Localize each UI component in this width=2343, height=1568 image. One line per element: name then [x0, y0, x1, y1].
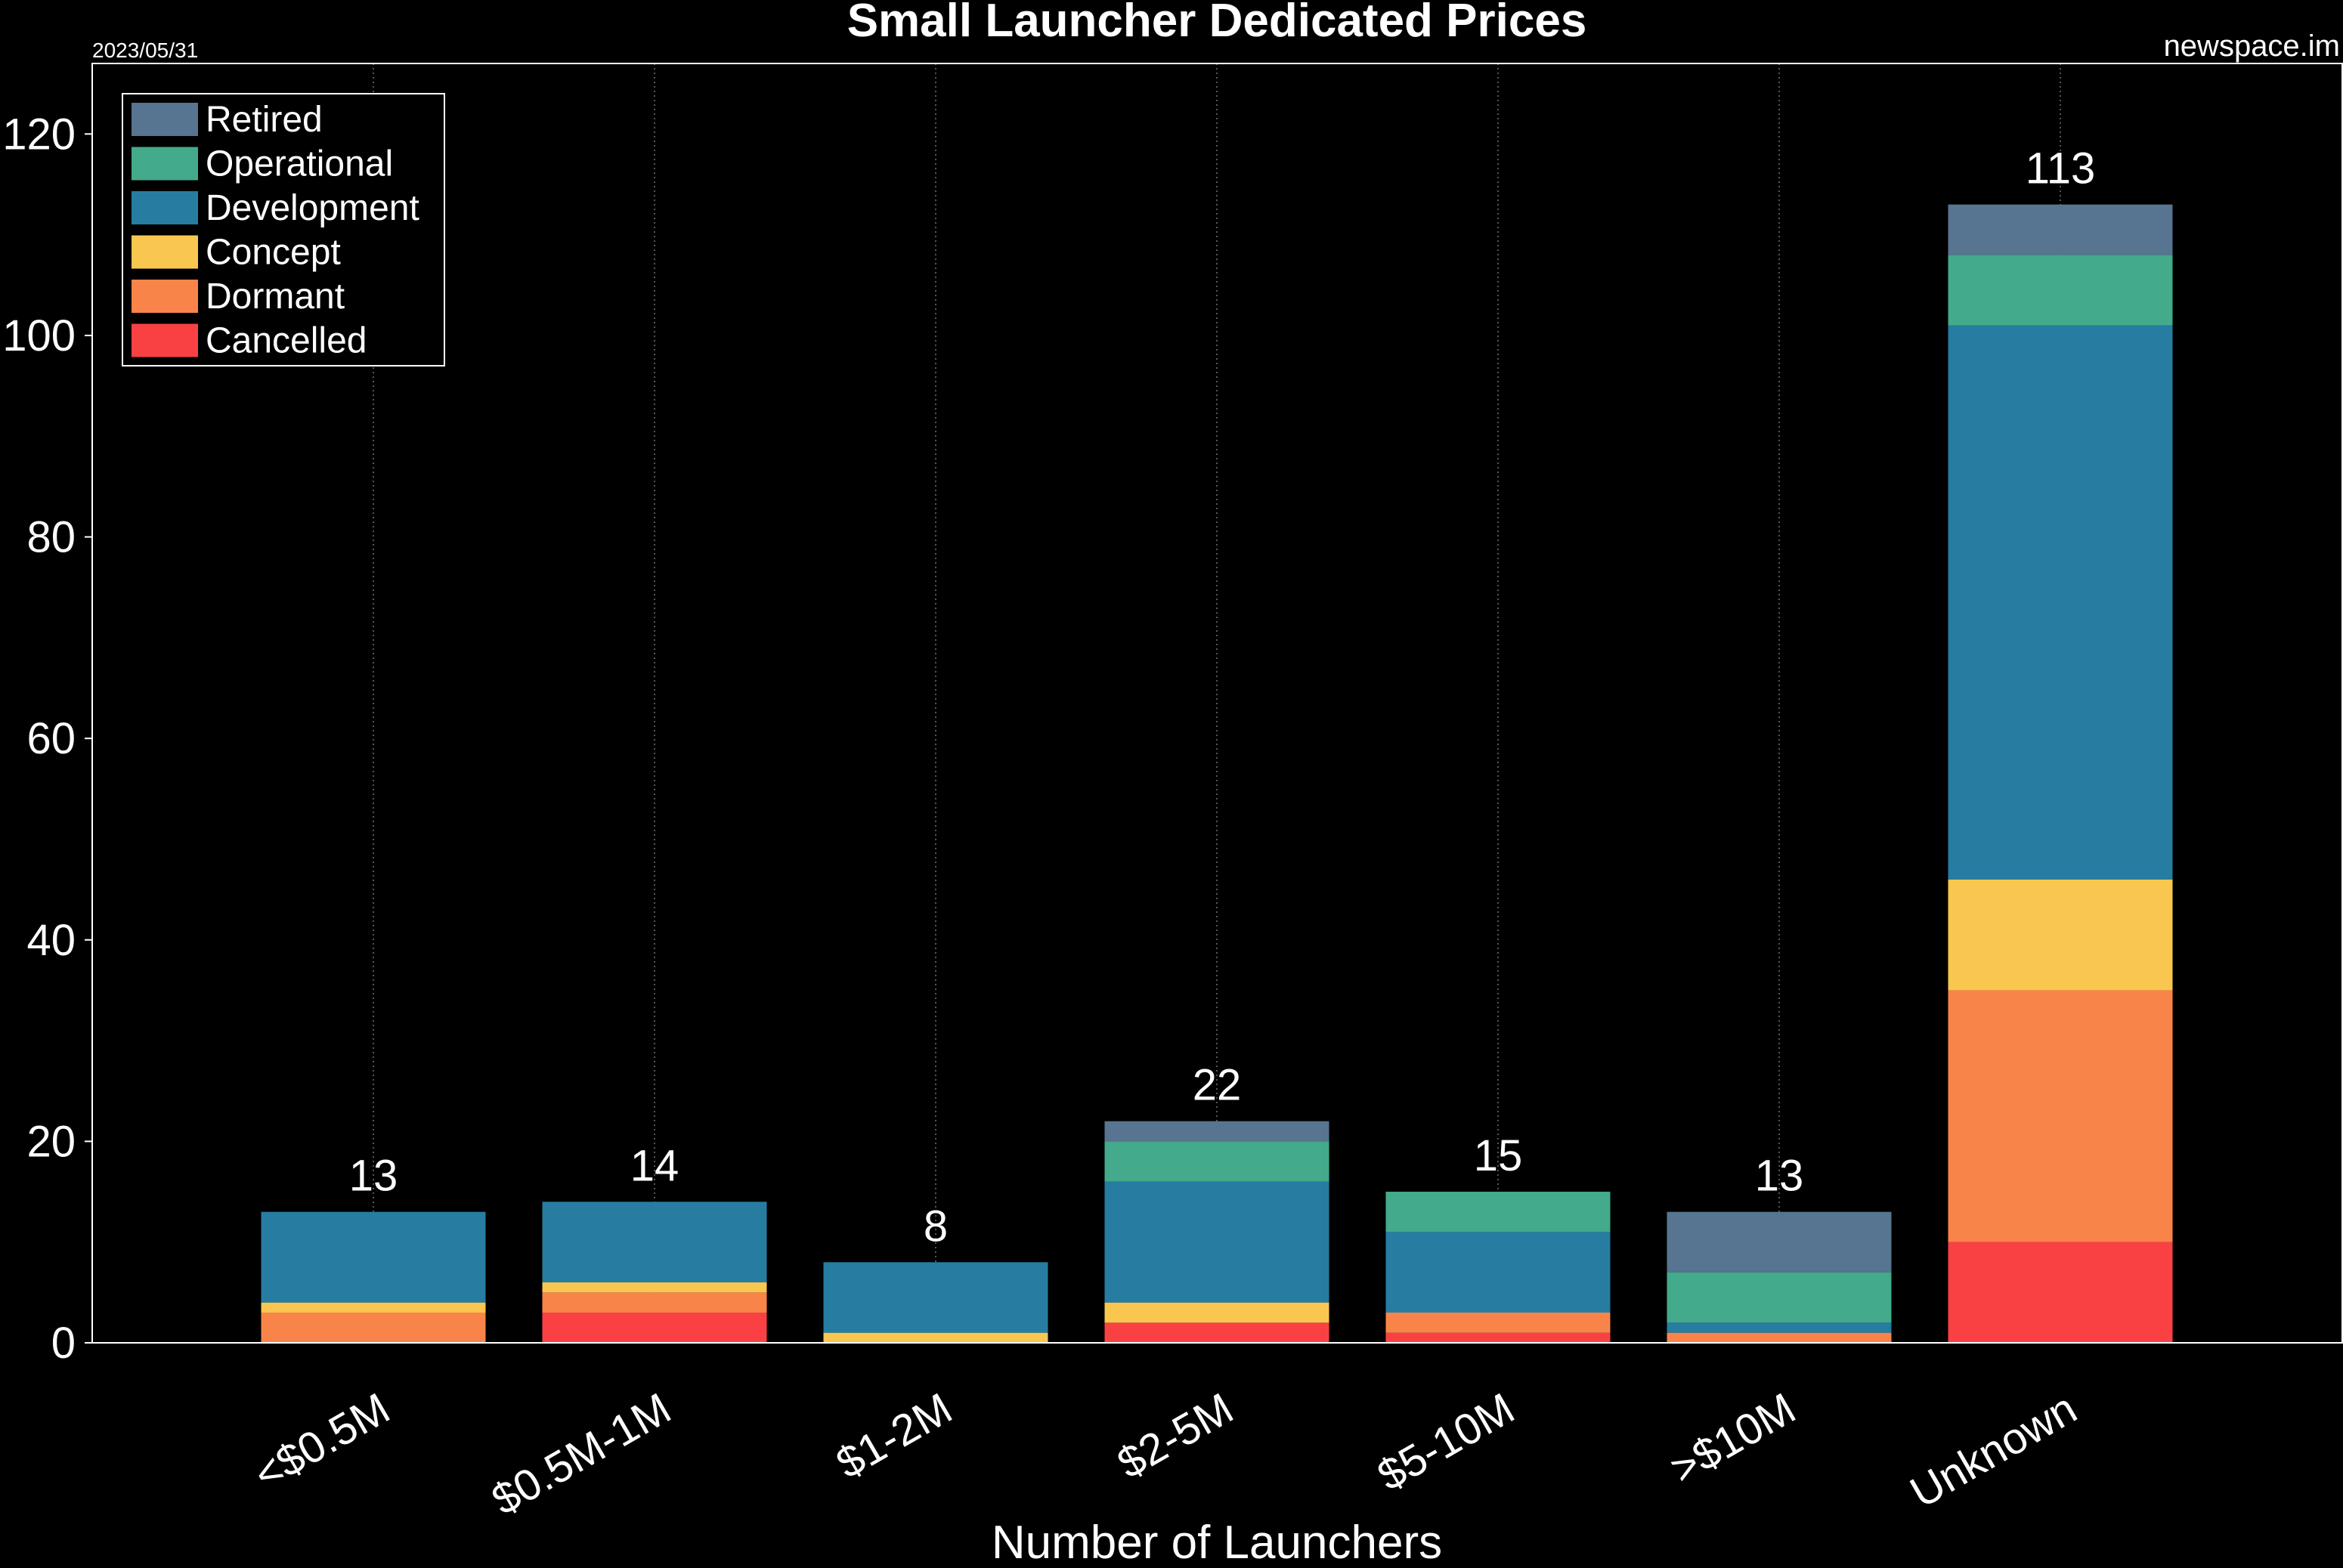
legend-label: Operational	[206, 144, 393, 184]
bar-segment-dormant	[261, 1313, 486, 1343]
legend-swatch	[132, 103, 198, 136]
bar-segment-operational	[1104, 1141, 1329, 1182]
bar-segment-concept	[1104, 1302, 1329, 1323]
bar-segment-development	[1104, 1181, 1329, 1303]
total-label: 113	[2026, 144, 2095, 193]
y-tick-label: 40	[26, 916, 76, 965]
legend-swatch	[132, 323, 198, 357]
bar-segment-operational	[1948, 255, 2173, 326]
y-tick-label: 80	[26, 513, 76, 562]
bar-segment-dormant	[542, 1292, 767, 1313]
bar-segment-development	[1667, 1322, 1892, 1333]
legend-label: Cancelled	[206, 321, 367, 361]
legend-label: Retired	[206, 100, 323, 140]
total-label: 15	[1474, 1131, 1523, 1180]
bar-segment-retired	[1104, 1121, 1329, 1142]
legend-swatch	[132, 280, 198, 313]
bar-segment-development	[1385, 1232, 1611, 1313]
bar-segment-dormant	[1385, 1313, 1611, 1333]
bar-segment-cancelled	[1104, 1322, 1329, 1343]
plot-frame	[91, 63, 2343, 1344]
bars-layer	[261, 204, 2173, 1343]
legend-frame	[122, 93, 445, 366]
bar-segment-retired	[1948, 204, 2173, 255]
legend-swatch	[132, 191, 198, 224]
labels-layer: 13 14 8 22 15 13 113	[349, 144, 2095, 1251]
bar-segment-concept	[261, 1302, 486, 1313]
bar-segment-cancelled	[1948, 1242, 2173, 1343]
legend-label: Development	[206, 188, 419, 228]
bar-segment-development	[823, 1262, 1048, 1333]
y-tick-label: 120	[2, 110, 76, 159]
bar-segment-concept	[1948, 879, 2173, 991]
bar-segment-operational	[1385, 1192, 1611, 1232]
y-tick-label: 100	[2, 311, 76, 360]
y-tick-label: 0	[51, 1319, 76, 1368]
y-tick-label: 60	[26, 714, 76, 763]
legend-swatch	[132, 235, 198, 269]
bar-segment-development	[1948, 325, 2173, 880]
legend-label: Dormant	[206, 277, 345, 317]
chart-title: Small Launcher Dedicated Prices	[847, 0, 1587, 47]
bar-segment-retired	[1667, 1211, 1892, 1273]
total-label: 22	[1193, 1061, 1242, 1110]
bar-segment-development	[542, 1202, 767, 1283]
date-stamp: 2023/05/31	[92, 39, 198, 62]
x-axis-label: Number of Launchers	[992, 1517, 1442, 1564]
total-label: 8	[924, 1202, 948, 1251]
bar-segment-dormant	[1948, 990, 2173, 1242]
source-label: newspace.im	[2164, 29, 2340, 63]
bar-segment-cancelled	[542, 1313, 767, 1343]
total-label: 13	[349, 1152, 398, 1201]
bar-segment-concept	[823, 1332, 1048, 1343]
bar-segment-concept	[542, 1282, 767, 1293]
bar-segment-development	[261, 1211, 486, 1303]
legend-label: Concept	[206, 233, 341, 273]
bar-segment-dormant	[1667, 1332, 1892, 1343]
bar-segment-operational	[1667, 1272, 1892, 1323]
legend-swatch	[132, 147, 198, 181]
bar-segment-cancelled	[1385, 1332, 1611, 1343]
total-label: 13	[1755, 1152, 1804, 1201]
total-label: 14	[630, 1141, 679, 1190]
y-tick-label: 20	[26, 1117, 76, 1166]
